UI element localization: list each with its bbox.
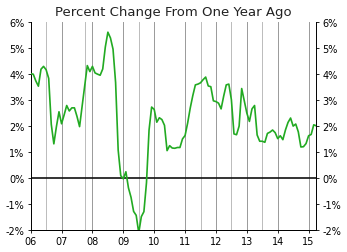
- Title: Percent Change From One Year Ago: Percent Change From One Year Ago: [55, 6, 292, 18]
